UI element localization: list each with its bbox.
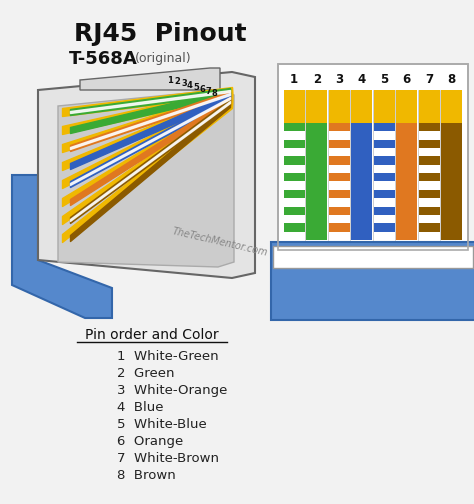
Bar bbox=[419, 156, 440, 165]
Text: 7: 7 bbox=[425, 73, 433, 86]
Bar bbox=[374, 207, 395, 215]
Text: 1: 1 bbox=[167, 76, 173, 85]
Text: 3  White-Orange: 3 White-Orange bbox=[117, 384, 228, 397]
Bar bbox=[306, 90, 327, 123]
Polygon shape bbox=[80, 68, 220, 90]
Text: 8: 8 bbox=[211, 89, 217, 98]
Bar bbox=[419, 207, 440, 215]
Bar bbox=[419, 123, 440, 132]
Text: T-568A: T-568A bbox=[69, 50, 137, 68]
Bar bbox=[374, 223, 395, 232]
Bar bbox=[374, 190, 395, 198]
Text: 1  White-Green: 1 White-Green bbox=[117, 350, 219, 363]
Bar bbox=[374, 123, 395, 240]
Text: 8  Brown: 8 Brown bbox=[117, 469, 176, 482]
Bar bbox=[329, 156, 350, 165]
Bar bbox=[284, 123, 305, 240]
Bar bbox=[329, 140, 350, 148]
Text: 8: 8 bbox=[447, 73, 456, 86]
Bar bbox=[329, 123, 350, 132]
Bar bbox=[284, 123, 305, 132]
Text: 5  White-Blue: 5 White-Blue bbox=[117, 418, 207, 431]
Bar bbox=[441, 123, 462, 240]
Bar bbox=[419, 223, 440, 232]
Text: (original): (original) bbox=[135, 52, 191, 65]
Bar bbox=[374, 156, 395, 165]
Bar bbox=[419, 173, 440, 181]
Text: RJ45  Pinout: RJ45 Pinout bbox=[73, 22, 246, 46]
Text: 3: 3 bbox=[335, 73, 343, 86]
Bar bbox=[329, 123, 350, 240]
Text: Pin order and Color: Pin order and Color bbox=[85, 328, 219, 342]
Text: 2  Green: 2 Green bbox=[117, 367, 174, 380]
Text: 2: 2 bbox=[174, 77, 180, 86]
Bar bbox=[441, 90, 462, 123]
Polygon shape bbox=[38, 72, 255, 278]
Text: 6: 6 bbox=[402, 73, 411, 86]
Bar bbox=[284, 90, 305, 123]
Bar bbox=[284, 140, 305, 148]
Bar bbox=[351, 90, 372, 123]
Text: 2: 2 bbox=[313, 73, 321, 86]
Bar bbox=[284, 190, 305, 198]
Bar bbox=[278, 64, 468, 250]
Text: 4: 4 bbox=[357, 73, 366, 86]
Text: TheTechMentor.com: TheTechMentor.com bbox=[171, 226, 269, 258]
Bar bbox=[306, 123, 327, 240]
Bar bbox=[271, 242, 474, 320]
Bar bbox=[329, 223, 350, 232]
Bar bbox=[278, 64, 468, 250]
Text: 5: 5 bbox=[380, 73, 388, 86]
Bar bbox=[284, 223, 305, 232]
Bar bbox=[374, 123, 395, 132]
Bar bbox=[329, 173, 350, 181]
Bar bbox=[419, 90, 440, 123]
Text: 6  Orange: 6 Orange bbox=[117, 435, 183, 448]
Bar bbox=[374, 90, 395, 123]
Bar bbox=[419, 190, 440, 198]
Polygon shape bbox=[58, 90, 234, 267]
Bar bbox=[374, 173, 395, 181]
Bar bbox=[419, 140, 440, 148]
Bar bbox=[273, 246, 473, 268]
Bar bbox=[351, 123, 372, 240]
Text: 5: 5 bbox=[193, 83, 199, 92]
Bar bbox=[284, 156, 305, 165]
Bar bbox=[419, 123, 440, 240]
Bar bbox=[374, 140, 395, 148]
Bar bbox=[396, 90, 417, 123]
Text: 7  White-Brown: 7 White-Brown bbox=[117, 452, 219, 465]
Text: 6: 6 bbox=[199, 85, 205, 94]
Text: 7: 7 bbox=[205, 87, 211, 96]
Polygon shape bbox=[12, 175, 112, 318]
Bar bbox=[396, 123, 417, 240]
Bar bbox=[284, 207, 305, 215]
Text: 1: 1 bbox=[290, 73, 298, 86]
Text: 3: 3 bbox=[181, 79, 187, 88]
Text: 4: 4 bbox=[187, 81, 193, 90]
Bar bbox=[329, 90, 350, 123]
Bar bbox=[284, 173, 305, 181]
Bar bbox=[329, 207, 350, 215]
Text: 4  Blue: 4 Blue bbox=[117, 401, 164, 414]
Bar bbox=[329, 190, 350, 198]
